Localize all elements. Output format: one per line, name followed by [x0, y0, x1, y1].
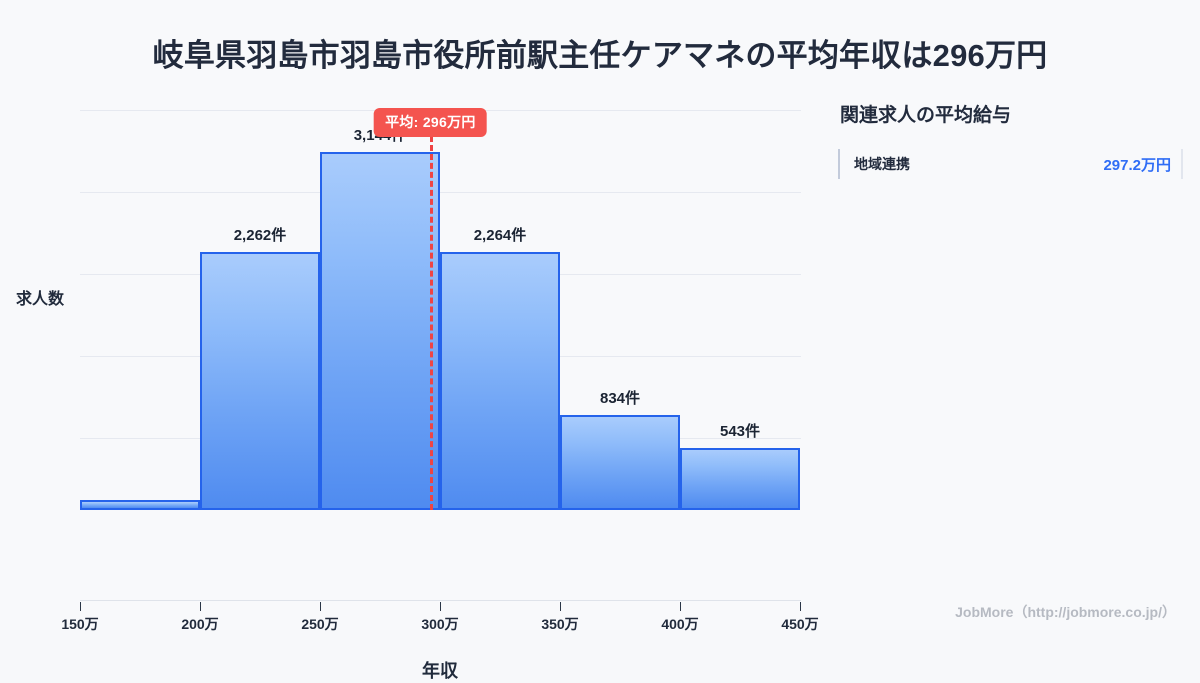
- related-salary-row[interactable]: 地域連携 297.2万円: [838, 149, 1183, 179]
- x-tick-label: 150万: [61, 616, 99, 632]
- x-tick-mark: [80, 602, 81, 611]
- gridline: [80, 192, 801, 193]
- bar: [560, 415, 680, 510]
- mean-badge: 平均: 296万円: [374, 108, 487, 137]
- x-tick-label: 200万: [181, 616, 219, 632]
- related-salary-list: 地域連携 297.2万円: [838, 149, 1183, 179]
- bar-value-label: 2,264件: [473, 227, 527, 245]
- x-tick-label: 350万: [541, 616, 579, 632]
- related-salary-panel: 関連求人の平均給与 地域連携 297.2万円: [838, 100, 1183, 179]
- bar: [320, 151, 440, 510]
- bar: [440, 252, 560, 510]
- x-tick-label: 300万: [421, 616, 459, 632]
- related-salary-row-name: 地域連携: [854, 156, 910, 172]
- x-tick-label: 400万: [661, 616, 699, 632]
- related-salary-title: 関連求人の平均給与: [840, 105, 1012, 126]
- x-axis-ticks: 150万 200万 250万 300万 350万 400万 450万: [61, 602, 819, 634]
- mean-dashed-line: [430, 136, 434, 510]
- y-axis-label: 求人数: [16, 291, 65, 308]
- bar: [200, 252, 320, 510]
- x-tick-mark: [440, 602, 441, 611]
- x-tick-mark: [560, 602, 561, 611]
- page-title: 岐阜県羽島市羽島市役所前駅主任ケアマネの平均年収は296万円: [152, 38, 1048, 73]
- chart-page: 岐阜県羽島市羽島市役所前駅主任ケアマネの平均年収は296万円 2,262件3,1…: [0, 38, 1183, 681]
- bar-value-label: 834件: [599, 390, 641, 408]
- bar: [680, 448, 800, 510]
- bar-value-label: 543件: [719, 423, 761, 441]
- bar: [80, 500, 200, 510]
- bar-value-label: 2,262件: [233, 227, 287, 245]
- x-axis-line: [80, 600, 801, 601]
- related-salary-row-value: 297.2万円: [1103, 156, 1171, 174]
- footer-credit: JobMore（http://jobmore.co.jp/）: [955, 604, 1176, 620]
- x-tick-mark: [680, 602, 681, 611]
- x-tick-label: 450万: [781, 616, 819, 632]
- x-axis-label: 年収: [422, 661, 458, 681]
- x-tick-mark: [200, 602, 201, 611]
- x-tick-label: 250万: [301, 616, 339, 632]
- x-tick-mark: [320, 602, 321, 611]
- x-tick-mark: [800, 602, 801, 611]
